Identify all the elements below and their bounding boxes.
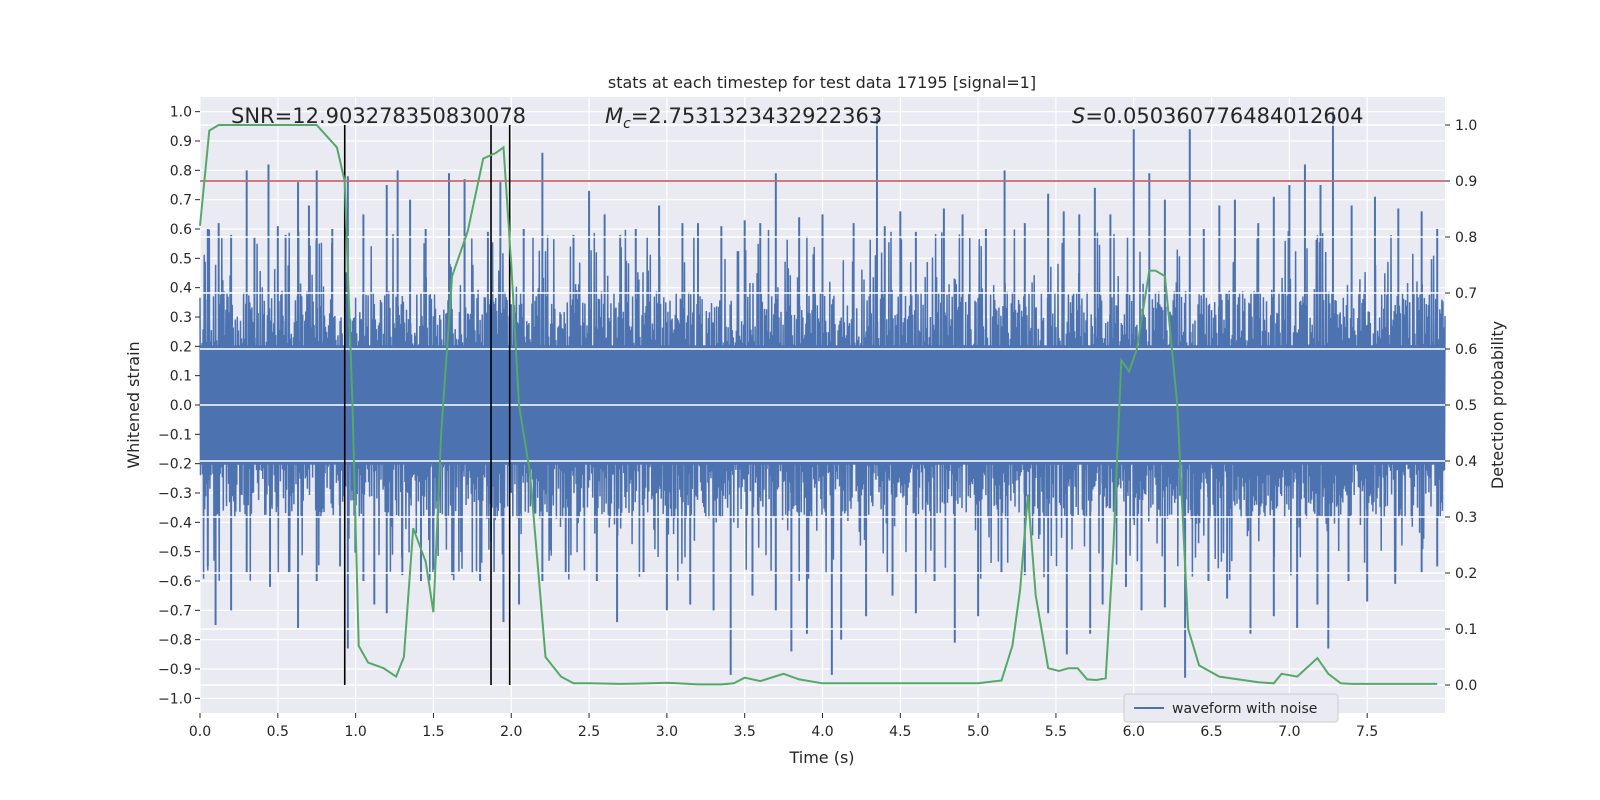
x-tick-label-6: 3.0	[656, 724, 678, 740]
y-left-tick-label-15: −0.5	[158, 545, 192, 561]
x-tick-label-14: 7.0	[1278, 724, 1300, 740]
legend-box	[1123, 693, 1339, 723]
y-left-tick-label-19: −0.9	[158, 662, 192, 678]
x-tick-label-0: 0.0	[189, 724, 211, 740]
s-symbol: S	[1072, 104, 1085, 128]
y-left-tick-label-4: 0.6	[170, 222, 192, 238]
x-tick-label-9: 4.5	[889, 724, 911, 740]
y-right-tick-label-4: 0.6	[1455, 342, 1477, 358]
x-tick-label-10: 5.0	[967, 724, 989, 740]
x-tick-label-15: 7.5	[1356, 724, 1378, 740]
y-axis-left-label: Whitened strain	[124, 341, 143, 468]
x-tick-label-13: 6.5	[1200, 724, 1222, 740]
y-right-tick-label-9: 0.1	[1455, 622, 1477, 638]
y-left-tick-label-18: −0.8	[158, 633, 192, 649]
y-left-tick-label-2: 0.8	[170, 163, 192, 179]
x-tick-label-1: 0.5	[267, 724, 289, 740]
x-tick-label-11: 5.5	[1045, 724, 1067, 740]
mc-annotation: Mc=2.7531323432922363	[605, 104, 882, 132]
tick-layer: 0.0 0.5 1.0 1.5 2.0 2.5 3.0 3.5 4.0 4.5 5.0 5.5 6.0 6…	[158, 105, 1477, 740]
x-tick-label-2: 1.0	[344, 724, 366, 740]
y-right-tick-label-10: 0.0	[1455, 678, 1477, 694]
x-tick-label-7: 3.5	[734, 724, 756, 740]
x-tick-label-12: 6.0	[1123, 724, 1145, 740]
y-left-tick-label-5: 0.5	[170, 251, 192, 267]
y-right-tick-label-8: 0.2	[1455, 566, 1477, 582]
y-right-tick-label-7: 0.3	[1455, 510, 1477, 526]
y-right-tick-label-6: 0.4	[1455, 454, 1477, 470]
s-value: =0.050360776484012604	[1085, 104, 1363, 128]
y-left-tick-label-12: −0.2	[158, 457, 192, 473]
y-right-tick-label-5: 0.5	[1455, 398, 1477, 414]
y-right-tick-label-2: 0.8	[1455, 230, 1477, 246]
probability-layer	[199, 124, 1438, 686]
probability-curve	[199, 124, 1438, 686]
mc-value: =2.7531323432922363	[631, 104, 882, 128]
s-annotation: S=0.050360776484012604	[1072, 104, 1363, 128]
mc-symbol: M	[605, 104, 623, 128]
y-left-tick-label-9: 0.1	[170, 369, 192, 385]
x-axis-label: Time (s)	[788, 748, 854, 767]
y-left-tick-label-13: −0.3	[158, 486, 192, 502]
x-tick-label-4: 2.0	[500, 724, 522, 740]
legend-label: waveform with noise	[1172, 701, 1317, 717]
y-right-tick-label-0: 1.0	[1455, 118, 1477, 134]
y-left-tick-label-3: 0.7	[170, 193, 192, 209]
overlay-lines-layer	[200, 124, 1445, 686]
x-tick-label-5: 2.5	[578, 724, 600, 740]
y-left-tick-label-17: −0.7	[158, 603, 192, 619]
y-left-tick-label-11: −0.1	[158, 427, 192, 443]
legend: waveform with noise	[1123, 693, 1339, 723]
y-right-tick-label-3: 0.7	[1455, 286, 1477, 302]
x-tick-label-8: 4.0	[811, 724, 833, 740]
y-left-tick-label-6: 0.4	[170, 281, 192, 297]
snr-annotation: SNR=12.903278350830078	[231, 104, 526, 128]
x-tick-label-3: 1.5	[422, 724, 444, 740]
y-axis-right-label: Detection probability	[1488, 321, 1507, 489]
y-right-tick-label-1: 0.9	[1455, 174, 1477, 190]
y-left-tick-label-14: −0.4	[158, 515, 192, 531]
y-left-tick-label-1: 0.9	[170, 134, 192, 150]
y-left-tick-label-7: 0.3	[170, 310, 192, 326]
y-left-tick-label-10: 0.0	[170, 398, 192, 414]
chart-title: stats at each timestep for test data 171…	[608, 73, 1036, 92]
y-left-tick-label-8: 0.2	[170, 339, 192, 355]
y-left-tick-label-16: −0.6	[158, 574, 192, 590]
y-left-tick-label-0: 1.0	[170, 105, 192, 121]
mc-subscript: c	[623, 116, 631, 132]
y-left-tick-label-20: −1.0	[158, 691, 192, 707]
